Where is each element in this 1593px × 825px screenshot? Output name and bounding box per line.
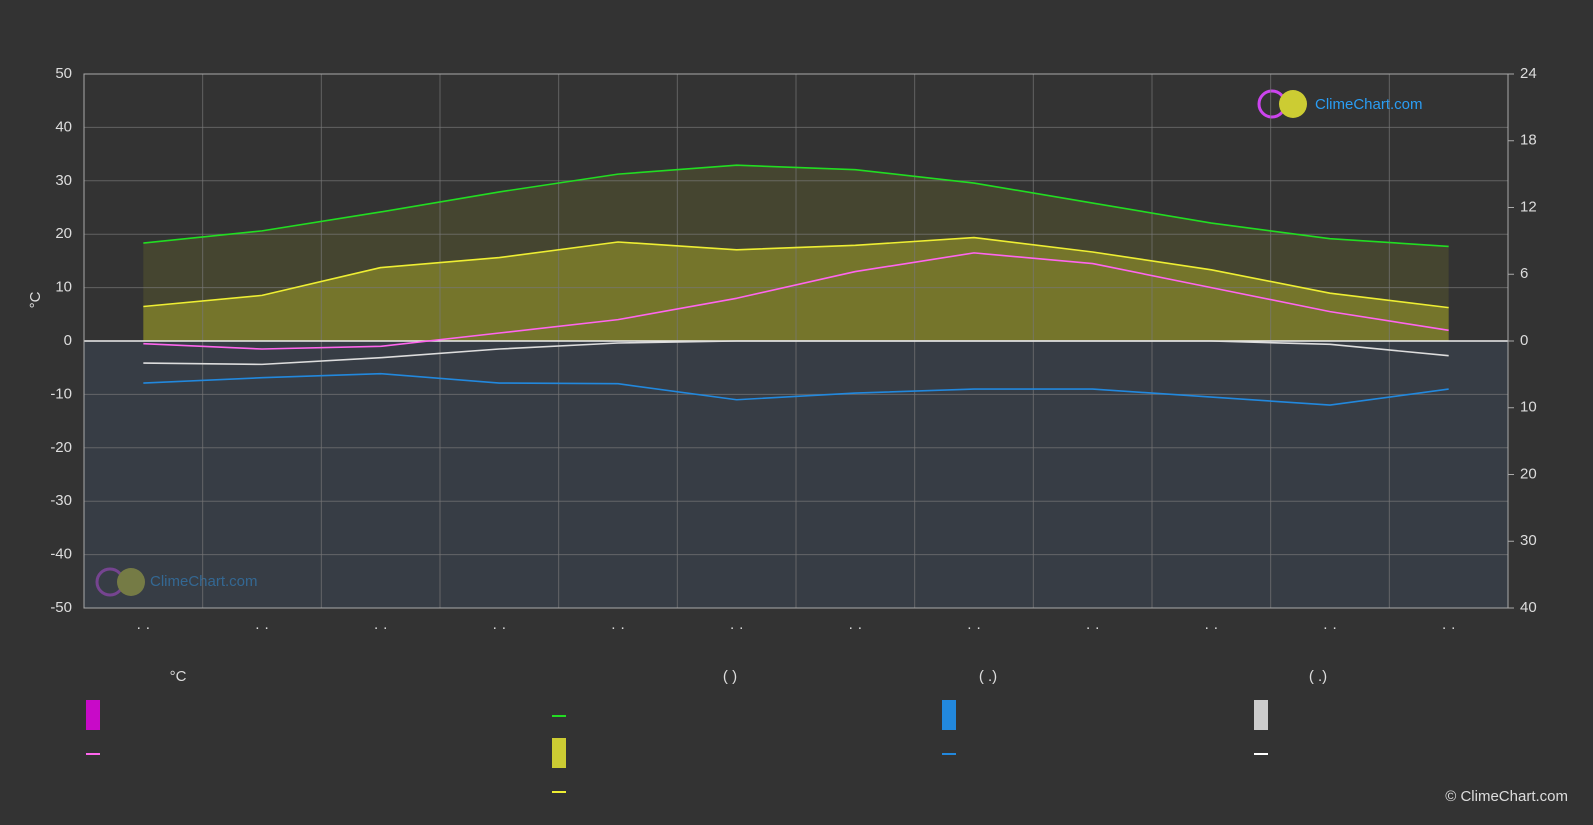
series-line: [143, 252, 1449, 350]
x-tick-label: · ·: [492, 619, 506, 636]
series-line: [143, 164, 1449, 248]
plot-layer: [83, 73, 1509, 609]
x-tick-label: · ·: [374, 619, 388, 636]
x-tick-label: · ·: [611, 619, 625, 636]
x-tick-label: · ·: [136, 619, 150, 636]
y-tick-label: 30: [55, 172, 72, 189]
y2-tick-label: 12: [1520, 198, 1537, 215]
swatch: [86, 700, 100, 730]
series-line: [143, 236, 1449, 309]
y-tick-label: 20: [55, 225, 72, 242]
plot-frame: [83, 73, 1509, 609]
y3-tick-label: 30: [1520, 532, 1537, 549]
y3-tick-label: 20: [1520, 465, 1537, 482]
y-tick-label: 10: [55, 279, 72, 296]
x-tick-label: · ·: [730, 619, 744, 636]
x-tick-label: · ·: [255, 619, 269, 636]
swatch: [942, 700, 956, 730]
y2-tick-label: 18: [1520, 132, 1537, 149]
swatch: [552, 738, 566, 768]
x-tick-label: · ·: [1323, 619, 1337, 636]
y-tick-label: -20: [50, 439, 72, 456]
legend-header: ( ): [723, 668, 737, 685]
y2-tick-label: 6: [1520, 265, 1528, 282]
logo: [1279, 90, 1307, 118]
y3-tick-label: 40: [1520, 599, 1537, 616]
series-line: [143, 372, 1449, 406]
legend-header: ( .): [1309, 668, 1327, 685]
y-tick-label: 0: [64, 332, 72, 349]
x-tick-label: · ·: [1086, 619, 1100, 636]
swatch: [1254, 700, 1268, 730]
y-tick-label: 50: [55, 65, 72, 82]
x-tick-label: · ·: [848, 619, 862, 636]
legend-header: °C: [170, 668, 187, 685]
x-tick-label: · ·: [1204, 619, 1218, 636]
y2-tick-label: 24: [1520, 65, 1537, 82]
copyright: © ClimeChart.com: [1445, 788, 1568, 805]
y-tick-label: 40: [55, 118, 72, 135]
legend-swatches: [86, 700, 1268, 793]
y-tick-label: -50: [50, 599, 72, 616]
legend-header: ( .): [979, 668, 997, 685]
x-tick-label: · ·: [967, 619, 981, 636]
y3-tick-label: 10: [1520, 399, 1537, 416]
watermark: ClimeChart.com: [1315, 96, 1423, 113]
y-tick-label: -10: [50, 385, 72, 402]
series-line: [143, 340, 1449, 366]
x-tick-label: · ·: [1442, 619, 1456, 636]
y-axis-label: °C: [27, 291, 44, 308]
y-tick-label: -30: [50, 492, 72, 509]
y-tick-label: -40: [50, 546, 72, 563]
y2-tick-label: 0: [1520, 332, 1528, 349]
